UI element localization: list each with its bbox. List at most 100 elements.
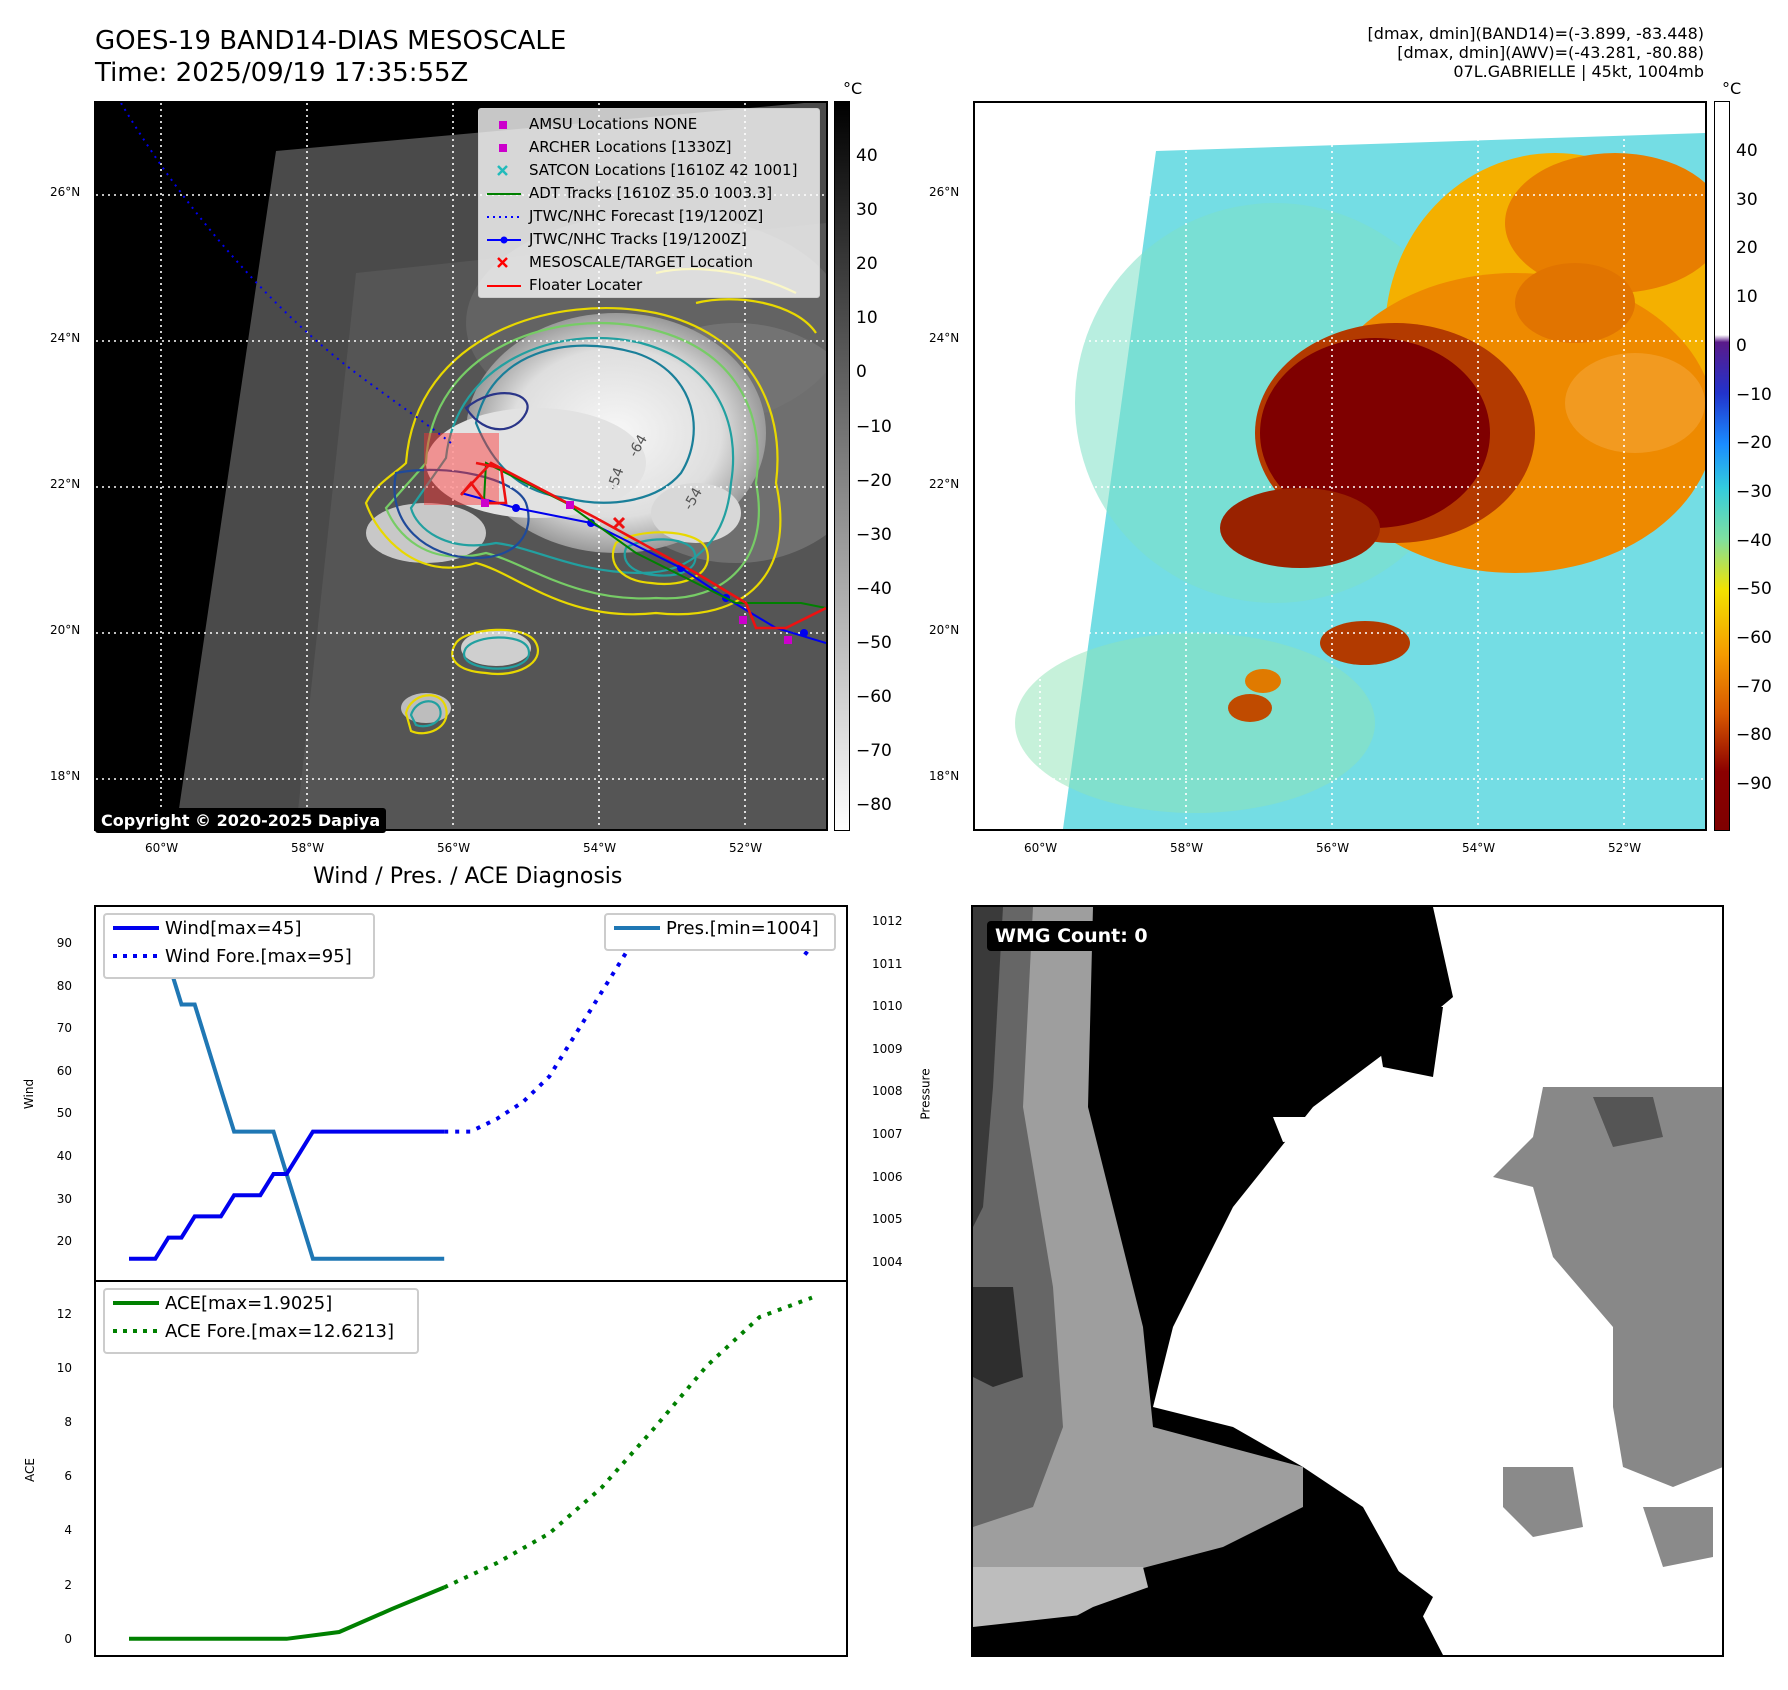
- legend-label: ADT Tracks [1610Z 35.0 1003.3]: [529, 184, 773, 202]
- lat-tick-label: 24°N: [50, 331, 81, 345]
- lon-tick-label: 58°W: [1170, 841, 1204, 855]
- axis-tick-label: 0: [64, 1631, 72, 1646]
- map-legend-item: Floater Locater: [479, 274, 819, 296]
- axis-tick-label: 60: [56, 1063, 72, 1078]
- axis-tick-label: 12: [56, 1307, 72, 1321]
- axis-tick-label: 1007: [872, 1127, 903, 1141]
- legend-marker: [487, 193, 521, 195]
- legend-marker: [497, 257, 508, 268]
- axis-tick-label: 10: [56, 1361, 72, 1376]
- axis-tick-label: 6: [64, 1469, 72, 1484]
- axis-tick-label: 30: [56, 1191, 72, 1206]
- axis-tick-label: 1008: [872, 1084, 903, 1099]
- figure-title: GOES-19 BAND14-DIAS MESOSCALE: [95, 26, 567, 56]
- lon-tick-label: 52°W: [1608, 841, 1642, 855]
- map-legend-item: AMSU Locations NONE: [479, 113, 819, 135]
- colorbar-tick-label: −80: [1736, 725, 1772, 746]
- axis-tick-label: 40: [56, 1149, 72, 1163]
- lat-tick-label: 18°N: [50, 769, 81, 783]
- colorbar-tick-label: −40: [856, 578, 892, 599]
- axis-tick-label: 20: [56, 1234, 72, 1249]
- copyright-label: Copyright © 2020-2025 Dapiya: [95, 808, 387, 833]
- colorbar-unit: °C: [1722, 79, 1742, 98]
- legend-marker: [487, 216, 521, 218]
- color-map-panel: [973, 101, 1707, 831]
- colorbar-tick-label: −50: [856, 632, 892, 653]
- lat-tick-label: 26°N: [929, 185, 960, 199]
- series-line: [129, 1129, 445, 1261]
- wmg-panel: [971, 905, 1724, 1657]
- colorbar-tick-label: −60: [1736, 628, 1772, 648]
- colorbar-tick-label: −70: [856, 741, 892, 762]
- axis-tick-label: 1009: [872, 1041, 903, 1056]
- colorbar-tick-label: −70: [1736, 676, 1772, 697]
- wmg-count-badge: WMG Count: 0: [987, 921, 1156, 951]
- colorbar-tick-label: 10: [1736, 287, 1758, 308]
- colorbar-tick-label: −20: [856, 470, 892, 491]
- axis-tick-label: 90: [56, 936, 72, 950]
- colorbar-tick-label: −80: [856, 795, 892, 816]
- map-legend-item: JTWC/NHC Forecast [19/1200Z]: [479, 205, 819, 227]
- colorbar-tick-label: −40: [1736, 530, 1772, 551]
- pressure-ylabel: Pressure: [918, 1068, 933, 1120]
- ace-plot: [129, 1295, 813, 1641]
- lat-tick-label: 20°N: [929, 623, 960, 637]
- colorbar-tick-label: 40: [856, 146, 878, 166]
- series-line: [129, 1585, 445, 1641]
- lon-tick-label: 58°W: [291, 841, 325, 855]
- axis-tick-label: 8: [64, 1415, 72, 1430]
- colorbar-tick-label: −10: [1736, 384, 1772, 405]
- lat-tick-label: 26°N: [50, 185, 81, 199]
- lon-tick-label: 54°W: [583, 841, 617, 855]
- legend-pres: Pres.[min=1004]: [666, 918, 819, 939]
- lat-tick-label: 20°N: [50, 623, 81, 637]
- info-band14: [dmax, dmin](BAND14)=(-3.899, -83.448): [1367, 24, 1704, 43]
- colorbar-tick-label: 30: [856, 200, 878, 221]
- legend-marker: [497, 165, 508, 176]
- colorbar-unit: °C: [843, 79, 863, 98]
- wmg-image: [973, 907, 1722, 1655]
- figure-time: Time: 2025/09/19 17:35:55Z: [95, 58, 469, 88]
- axis-tick-label: 1004: [872, 1254, 903, 1269]
- wind-pres-plot: [129, 917, 814, 1261]
- series-line: [443, 1295, 813, 1590]
- axis-tick-label: 1006: [872, 1169, 903, 1184]
- colorbar-tick-label: −30: [1736, 481, 1772, 502]
- axis-tick-label: 1011: [872, 956, 903, 971]
- diagnosis-title: Wind / Pres. / ACE Diagnosis: [313, 864, 623, 889]
- legend-wind-fore: Wind Fore.[max=95]: [165, 946, 352, 967]
- map-legend-item: MESOSCALE/TARGET Location: [479, 251, 819, 273]
- colorbar-tick-label: 20: [856, 254, 878, 275]
- axis-tick-label: 1005: [872, 1212, 903, 1227]
- lon-tick-label: 60°W: [145, 841, 179, 855]
- wind-ylabel: Wind: [22, 1078, 37, 1110]
- colorbar-tick-label: 20: [1736, 238, 1758, 259]
- legend-label: JTWC/NHC Forecast [19/1200Z]: [529, 207, 764, 225]
- map-legend: AMSU Locations NONE ARCHER Locations [133…: [478, 108, 820, 298]
- axis-tick-label: 2: [64, 1577, 72, 1592]
- colorbar-tick-label: 0: [1736, 335, 1747, 356]
- info-awv: [dmax, dmin](AWV)=(-43.281, -80.88): [1397, 43, 1704, 62]
- legend-label: JTWC/NHC Tracks [19/1200Z]: [529, 230, 747, 248]
- colorbar-tick-label: −20: [1736, 433, 1772, 454]
- legend-ace: ACE[max=1.9025]: [165, 1293, 333, 1314]
- legend-marker: [487, 285, 521, 287]
- colorbar-tick-label: −50: [1736, 579, 1772, 600]
- lat-tick-label: 18°N: [929, 769, 960, 783]
- legend-label: SATCON Locations [1610Z 42 1001]: [529, 161, 798, 179]
- colorbar-tick-label: 30: [1736, 189, 1758, 210]
- colorbar-tick-label: −10: [856, 416, 892, 437]
- map-legend-item: SATCON Locations [1610Z 42 1001]: [479, 159, 819, 181]
- ace-legend: ACE[max=1.9025] ACE Fore.[max=12.6213]: [103, 1288, 419, 1354]
- legend-label: ARCHER Locations [1330Z]: [529, 138, 732, 156]
- axis-tick-label: 4: [64, 1523, 72, 1538]
- pressure-legend: Pres.[min=1004]: [604, 913, 836, 951]
- lon-tick-label: 56°W: [1316, 841, 1350, 855]
- axis-tick-label: 50: [56, 1106, 72, 1121]
- legend-wind: Wind[max=45]: [165, 918, 302, 939]
- legend-label: Floater Locater: [529, 276, 643, 294]
- axis-tick-label: 1010: [872, 999, 903, 1014]
- color-map-image: [975, 103, 1705, 829]
- ace-panel: [94, 1280, 848, 1657]
- lon-tick-label: 56°W: [437, 841, 471, 855]
